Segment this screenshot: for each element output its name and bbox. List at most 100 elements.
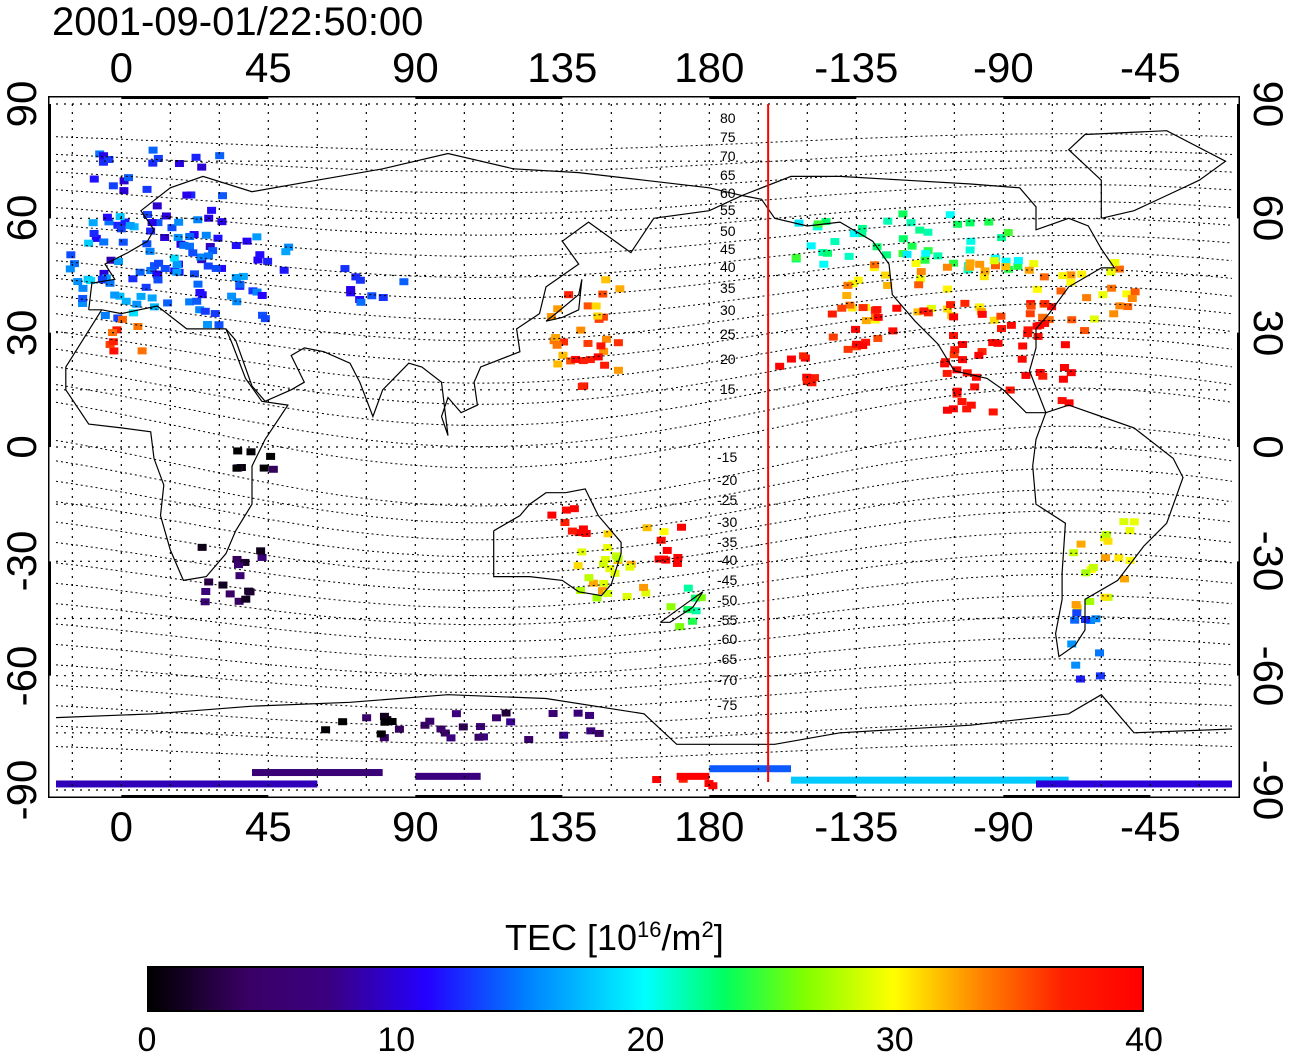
tec-cell bbox=[933, 252, 943, 260]
tec-cell bbox=[683, 606, 693, 614]
tec-cell bbox=[581, 529, 591, 537]
coastline bbox=[88, 152, 744, 436]
tec-cell bbox=[174, 160, 184, 168]
tec-cell bbox=[830, 238, 840, 246]
tec-cell bbox=[641, 589, 651, 597]
contour-label: 45 bbox=[720, 241, 736, 257]
tec-cell bbox=[69, 260, 79, 268]
tec-cell bbox=[1033, 332, 1043, 340]
tec-cell bbox=[257, 553, 267, 561]
tec-cell bbox=[921, 250, 931, 258]
tec-cell bbox=[110, 291, 120, 299]
tec-cell bbox=[141, 283, 151, 291]
magnetic-contour bbox=[55, 531, 1233, 592]
magnetic-contour bbox=[55, 184, 1233, 215]
tec-cell bbox=[160, 233, 170, 241]
tec-cell bbox=[1091, 615, 1101, 623]
colorbar-tick-label: 0 bbox=[137, 1021, 157, 1059]
tec-cell bbox=[367, 292, 377, 300]
tec-cell bbox=[600, 361, 610, 369]
latitude-tick-label: -60 bbox=[0, 645, 45, 707]
longitude-tick-label: -45 bbox=[1119, 803, 1181, 850]
magnetic-contour bbox=[55, 637, 1233, 676]
tec-cell bbox=[321, 726, 331, 734]
coastline bbox=[493, 488, 622, 597]
tec-cell bbox=[923, 228, 933, 236]
tec-polar-band bbox=[676, 772, 710, 780]
tec-cell bbox=[881, 271, 891, 279]
longitude-tick-label: -90 bbox=[972, 803, 1034, 850]
tec-cell bbox=[1017, 355, 1027, 363]
tec-cell bbox=[118, 238, 128, 246]
tec-cell bbox=[436, 725, 446, 733]
tec-cell bbox=[577, 382, 587, 390]
tec-cell bbox=[965, 259, 975, 267]
tec-cell bbox=[99, 269, 109, 277]
tec-cell bbox=[1109, 310, 1119, 318]
tec-cell bbox=[596, 342, 606, 350]
tec-cell bbox=[266, 452, 276, 460]
tec-cell bbox=[574, 529, 584, 537]
tec-cell bbox=[214, 321, 224, 329]
tec-cell bbox=[210, 310, 220, 318]
tec-cell bbox=[600, 556, 610, 564]
tec-cell bbox=[133, 322, 143, 330]
tec-cell bbox=[1085, 598, 1095, 606]
tec-cell bbox=[193, 280, 203, 288]
tec-cell bbox=[957, 398, 967, 406]
tec-cell bbox=[197, 543, 207, 551]
tec-cell bbox=[1095, 649, 1105, 657]
tec-cell bbox=[1038, 372, 1048, 380]
tec-cell bbox=[376, 730, 386, 738]
tec-cell bbox=[948, 405, 958, 413]
tec-polar-band bbox=[709, 765, 791, 773]
tec-cell bbox=[146, 227, 156, 235]
latitude-tick-label: 60 bbox=[1245, 194, 1292, 242]
tec-cell bbox=[1095, 672, 1105, 680]
tec-cell bbox=[915, 226, 925, 234]
tec-cell bbox=[603, 530, 613, 538]
tec-cell bbox=[172, 261, 182, 269]
colorbar-tick-label: 30 bbox=[875, 1021, 914, 1059]
longitude-tick-label: 180 bbox=[674, 44, 745, 91]
tec-cell bbox=[109, 347, 119, 355]
tec-cell bbox=[799, 352, 809, 360]
tec-cell bbox=[446, 734, 456, 742]
tec-cell bbox=[802, 373, 812, 381]
longitude-tick-label: -90 bbox=[972, 44, 1034, 91]
tec-cell bbox=[1032, 285, 1042, 293]
tec-cell bbox=[73, 278, 83, 286]
tec-cell bbox=[161, 212, 171, 220]
tec-cell bbox=[115, 213, 125, 221]
tec-cell bbox=[603, 544, 613, 552]
tec-cell bbox=[547, 511, 557, 519]
tec-cell bbox=[599, 560, 609, 568]
magnetic-contour bbox=[55, 167, 1233, 194]
tec-cell bbox=[1089, 315, 1099, 323]
tec-cell bbox=[1101, 531, 1111, 539]
magnetic-contour bbox=[55, 285, 1233, 342]
tec-cell bbox=[108, 182, 118, 190]
tec-cell bbox=[585, 711, 595, 719]
tec-cell bbox=[989, 316, 999, 324]
tec-cell bbox=[1058, 272, 1068, 280]
tec-cell bbox=[857, 230, 867, 238]
tec-cell bbox=[340, 265, 350, 273]
tec-cell bbox=[806, 242, 816, 250]
tec-cell bbox=[1060, 341, 1070, 349]
tec-cell bbox=[225, 590, 235, 598]
tec-cell bbox=[89, 229, 99, 237]
magnetic-contour bbox=[55, 446, 1233, 524]
tec-cell bbox=[652, 776, 662, 784]
contour-label: -55 bbox=[717, 612, 737, 628]
contour-label: -30 bbox=[717, 514, 737, 530]
tec-cell bbox=[217, 264, 227, 272]
tec-cell bbox=[98, 158, 108, 166]
contour-label: -45 bbox=[717, 572, 737, 588]
tec-cell bbox=[387, 717, 397, 725]
tec-cell bbox=[942, 305, 952, 313]
tec-cell bbox=[184, 242, 194, 250]
tec-cell bbox=[378, 294, 388, 302]
